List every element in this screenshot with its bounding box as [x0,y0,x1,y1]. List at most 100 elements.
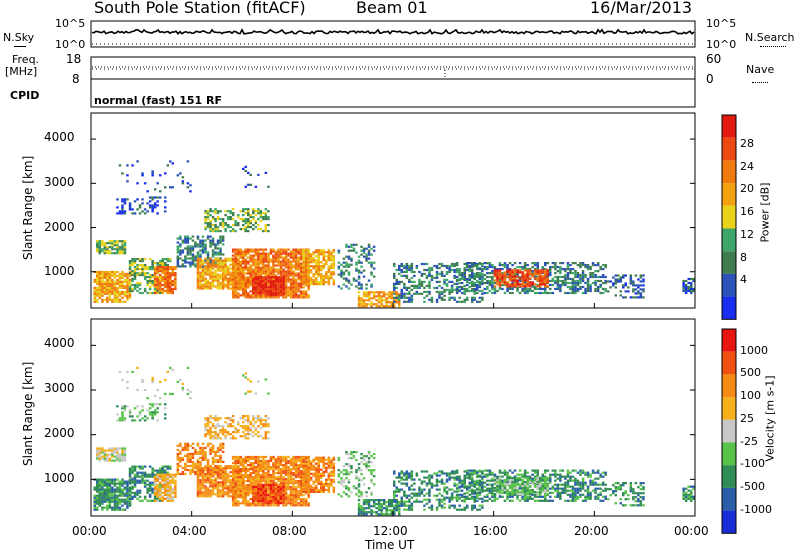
velocity-cell [234,488,237,491]
power-cell [272,282,275,285]
power-cell [206,257,210,260]
velocity-cell [267,461,270,465]
power-cell [400,294,403,297]
power-cell [428,298,431,301]
power-cell [206,235,210,238]
velocity-cell [98,478,101,481]
velocity-cell [201,472,205,476]
power-cell [539,281,542,284]
power-cell [398,296,401,299]
velocity-cell [209,465,212,468]
velocity-cell [121,449,124,452]
power-cell [493,273,497,276]
velocity-cell [196,495,200,498]
power-cell [146,268,149,271]
power-cell [146,190,149,193]
power-cell [531,285,534,289]
power-cell [111,240,114,243]
velocity-cell [224,487,227,490]
velocity-cell [116,451,119,454]
power-cell [596,279,600,283]
power-cell [289,286,293,289]
power-cell [221,239,225,242]
velocity-cell [244,486,247,489]
velocity-cell [184,454,187,457]
velocity-cell [247,459,250,463]
velocity-cell [277,464,280,467]
power-cell [367,253,371,256]
power-cell [272,254,275,257]
power-cell [214,208,217,211]
velocity-cell [96,449,99,452]
velocity-cell [126,506,129,509]
power-cell [554,275,557,279]
power-cell [269,268,273,271]
power-cell [340,269,343,272]
power-cell [380,301,383,304]
power-cell [486,291,489,295]
power-cell [355,267,358,270]
power-cell [438,266,441,270]
power-cell [350,263,353,266]
power-cell [181,241,185,244]
velocity-cell [237,476,240,479]
power-cell [219,224,222,227]
velocity-cell [194,464,197,468]
velocity-cell [174,493,177,496]
power-cell [118,240,122,243]
power-cell [325,275,328,278]
velocity-cell [98,494,101,497]
power-cell [161,268,164,271]
velocity-cell [262,478,265,481]
power-cell [304,294,308,297]
velocity-cell [201,454,205,457]
power-cell [211,210,215,213]
velocity-cell [247,484,250,487]
power-cell [320,249,323,252]
power-cell [299,262,303,265]
power-cell [254,266,258,269]
power-cell [216,226,220,229]
power-cell [216,281,220,284]
power-cell [221,279,225,282]
velocity-cell [108,502,112,505]
power-cell [96,248,99,251]
power-cell [284,270,288,273]
velocity-cell [284,472,288,475]
power-cell [440,272,444,275]
velocity-cell [186,452,190,455]
power-cell [692,277,695,281]
power-cell [476,264,479,267]
power-cell [345,277,348,280]
power-cell [277,272,280,275]
power-cell [169,272,172,275]
velocity-cell [194,450,197,453]
power-cell [317,261,320,264]
power-cell [357,275,361,278]
power-cell [325,273,328,276]
velocity-cell [146,475,149,478]
power-cell [284,256,288,259]
power-cell [523,268,527,271]
power-cell [315,273,318,276]
power-cell [287,278,290,281]
power-cell [277,250,280,253]
velocity-cell [257,474,260,477]
velocity-cell [133,477,137,480]
power-cell [156,196,159,199]
power-cell [523,289,527,293]
power-cell [249,280,252,283]
power-cell [511,283,514,286]
velocity-cell [226,467,230,470]
power-cell [259,274,263,277]
power-cell [405,276,409,279]
power-cell [231,250,235,253]
power-cell [221,277,225,280]
velocity-cell [247,470,250,473]
power-cell [544,289,547,293]
power-cell [156,272,159,275]
power-cell [196,257,200,260]
power-cell [136,289,139,293]
velocity-cell [161,491,164,494]
power-cell [201,265,205,268]
